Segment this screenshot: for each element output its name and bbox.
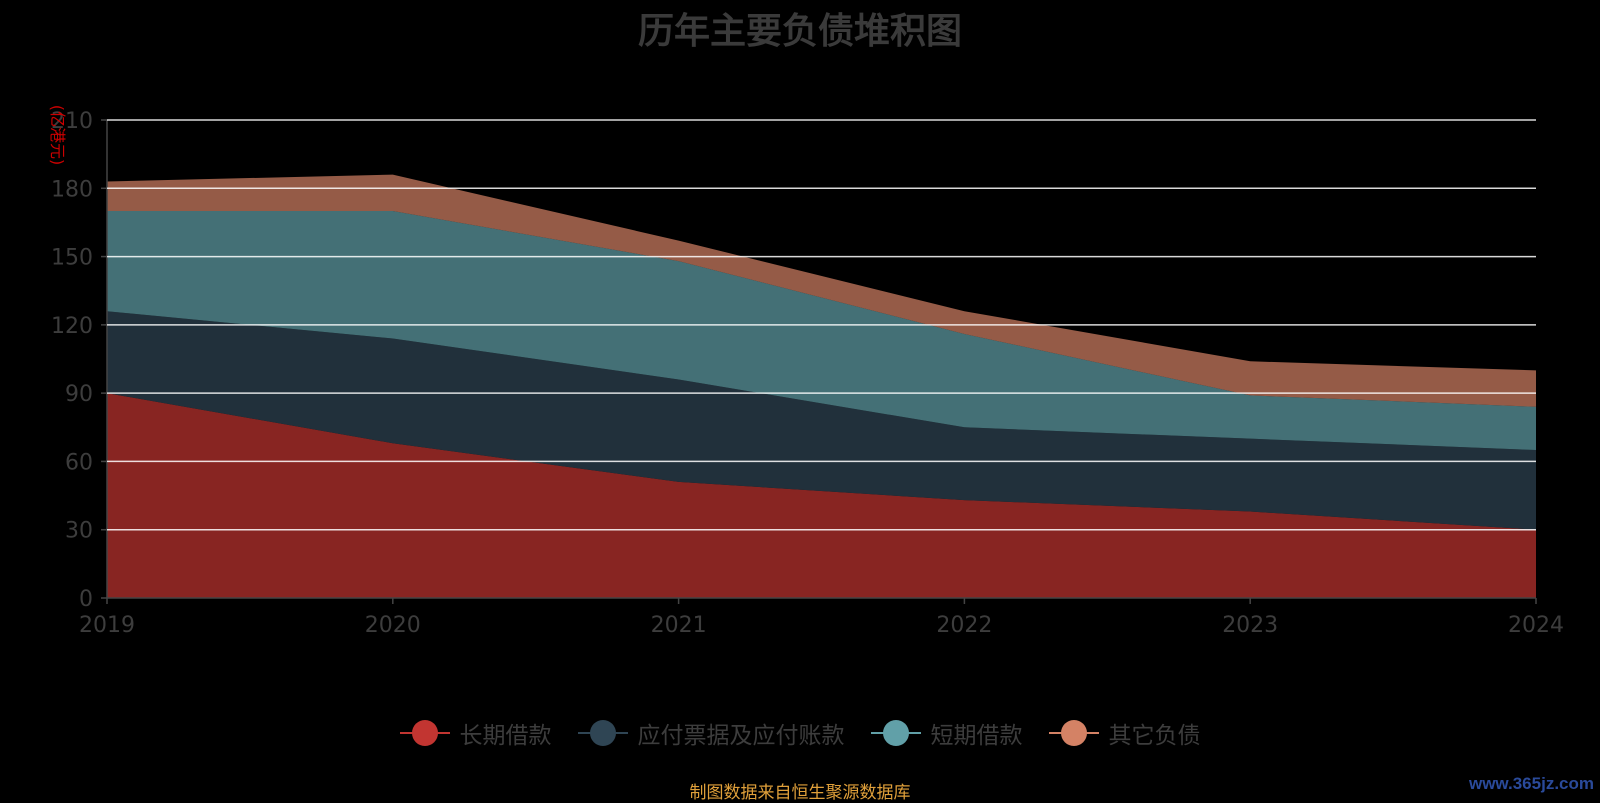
legend-label: 长期借款 [459, 723, 552, 749]
legend-label: 应付票据及应付账款 [637, 723, 845, 749]
y-tick-label: 30 [65, 519, 93, 544]
x-tick-label: 2024 [1508, 613, 1564, 638]
legend-item-0[interactable]: 长期借款 [399, 716, 552, 750]
stacked-areas [107, 174, 1536, 598]
legend-item-2[interactable]: 短期借款 [870, 716, 1023, 750]
legend: 长期借款 应付票据及应付账款 短期借款 其它负债 [0, 716, 1600, 750]
y-tick-label: 60 [65, 450, 93, 475]
y-tick-label: 210 [51, 109, 93, 134]
chart-title: 历年主要负债堆积图 [637, 11, 962, 52]
legend-marker-icon [399, 720, 450, 746]
area-series-3 [107, 174, 1536, 407]
y-tick-label: 180 [51, 177, 93, 202]
legend-item-1[interactable]: 应付票据及应付账款 [577, 716, 845, 750]
x-tick-label: 2023 [1222, 613, 1278, 638]
area-series-1 [107, 311, 1536, 530]
watermark: www.365jz.com [1468, 774, 1594, 793]
y-tick-label: 120 [51, 314, 93, 339]
y-tick-label: 90 [65, 382, 93, 407]
legend-label: 短期借款 [930, 723, 1023, 749]
legend-marker-icon [1048, 720, 1099, 746]
x-tick-label: 2021 [651, 613, 707, 638]
legend-item-3[interactable]: 其它负债 [1048, 716, 1201, 750]
x-tick-label: 2022 [936, 613, 992, 638]
y-axis-label: (亿港元) [48, 105, 67, 166]
x-tick-label: 2020 [365, 613, 421, 638]
area-series-2 [107, 211, 1536, 451]
y-tick-label: 150 [51, 246, 93, 271]
legend-label: 其它负债 [1108, 723, 1201, 749]
axes: 0 30 60 90 120 150 180 210 2019 2020 2021 2022 2023 2… [51, 109, 1564, 638]
area-series-0 [107, 393, 1536, 598]
legend-marker-icon [870, 720, 921, 746]
legend-marker-icon [577, 720, 628, 746]
source-note: 制图数据来自恒生聚源数据库 [689, 783, 911, 803]
x-tick-label: 2019 [79, 613, 135, 638]
y-tick-label: 0 [79, 587, 93, 612]
